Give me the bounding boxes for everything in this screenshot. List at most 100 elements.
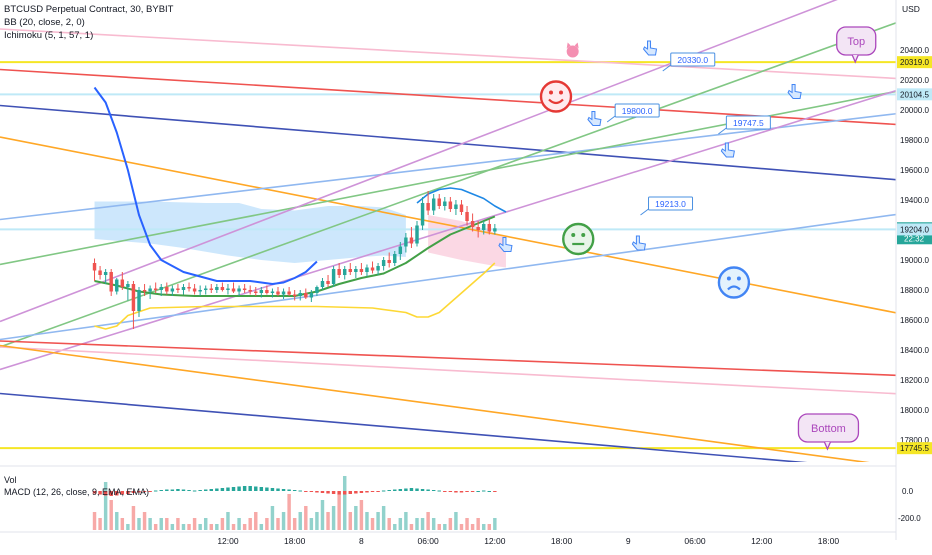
candle[interactable] — [493, 224, 497, 235]
candle[interactable] — [203, 285, 208, 295]
candle[interactable] — [259, 287, 264, 298]
candle[interactable] — [181, 284, 186, 295]
trend-line-13[interactable] — [0, 392, 932, 478]
candle[interactable] — [337, 263, 341, 278]
trend-line-1[interactable] — [0, 68, 932, 130]
candle[interactable] — [276, 287, 280, 296]
trend-line-6[interactable] — [0, 0, 932, 348]
pointing-hand-icon[interactable] — [587, 111, 602, 126]
candle[interactable] — [393, 251, 397, 266]
volume-label[interactable]: Vol — [4, 475, 17, 485]
ichimoku-conversion-line[interactable] — [93, 86, 318, 285]
ichimoku-indicator-label[interactable]: Ichimoku (5, 1, 57, 1) — [4, 30, 94, 41]
candle[interactable] — [120, 272, 125, 290]
price-badge[interactable]: 19204.0 — [897, 223, 932, 236]
candle[interactable] — [254, 287, 258, 296]
bb-upper-line[interactable] — [416, 187, 507, 213]
candle[interactable] — [348, 263, 353, 275]
candle[interactable] — [137, 287, 141, 317]
candle[interactable] — [309, 290, 314, 302]
candle[interactable] — [215, 284, 219, 293]
candle[interactable] — [109, 269, 113, 296]
candle[interactable] — [326, 275, 330, 287]
candle[interactable] — [437, 194, 441, 209]
candle[interactable] — [476, 221, 480, 238]
candle[interactable] — [415, 221, 419, 247]
candle[interactable] — [209, 284, 214, 293]
candle[interactable] — [92, 258, 97, 282]
candle[interactable] — [315, 285, 319, 297]
candle[interactable] — [287, 287, 291, 296]
candle[interactable] — [248, 285, 252, 295]
candle[interactable] — [198, 285, 202, 297]
price-badge[interactable]: 20319.0 — [897, 56, 932, 69]
trend-line-9[interactable] — [0, 203, 932, 341]
emoji-cat-icon[interactable] — [566, 42, 579, 58]
candle[interactable] — [454, 200, 458, 215]
candle[interactable] — [298, 290, 302, 301]
pointing-hand-icon[interactable] — [498, 237, 513, 252]
trend-line-12[interactable] — [0, 344, 932, 478]
candle[interactable] — [409, 227, 414, 248]
candle[interactable] — [398, 242, 403, 260]
candle[interactable] — [387, 252, 391, 268]
price-callout[interactable]: 20330.0 — [662, 52, 716, 72]
candle[interactable] — [242, 284, 247, 293]
candle[interactable] — [448, 197, 453, 212]
bb-indicator-label[interactable]: BB (20, close, 2, 0) — [4, 17, 85, 28]
candle[interactable] — [381, 257, 386, 271]
candle[interactable] — [226, 284, 230, 295]
candle[interactable] — [237, 285, 241, 297]
candle[interactable] — [170, 285, 175, 297]
candle[interactable] — [465, 206, 469, 226]
candle[interactable] — [342, 266, 347, 280]
candle[interactable] — [331, 266, 336, 287]
candle[interactable] — [420, 197, 425, 230]
bb-lower-line[interactable] — [94, 262, 496, 330]
candle[interactable] — [220, 282, 225, 292]
candle[interactable] — [165, 282, 169, 295]
candle[interactable] — [148, 285, 152, 300]
candle[interactable] — [470, 213, 475, 232]
candle[interactable] — [176, 284, 180, 293]
pointing-hand-icon[interactable] — [631, 235, 646, 251]
candle[interactable] — [376, 263, 380, 275]
candle[interactable] — [354, 266, 358, 278]
candle[interactable] — [281, 288, 286, 300]
emoji-sad-icon[interactable] — [717, 266, 751, 299]
pointing-hand-icon[interactable] — [787, 84, 802, 99]
candle[interactable] — [231, 282, 236, 294]
price-badge[interactable]: 17745.5 — [897, 442, 932, 455]
macd-label[interactable]: MACD (12, 26, close, 9, EMA, EMA) — [4, 487, 150, 497]
candle[interactable] — [126, 281, 130, 301]
price-callout[interactable]: 19800.0 — [606, 103, 660, 123]
candle[interactable] — [131, 281, 136, 329]
candle[interactable] — [304, 288, 308, 300]
candle[interactable] — [98, 266, 102, 280]
candle[interactable] — [459, 200, 464, 215]
price-badge[interactable]: 20104.5 — [897, 88, 932, 101]
speech-bubble-top[interactable]: Top — [836, 26, 877, 64]
candle[interactable] — [443, 197, 447, 211]
trend-line-2[interactable] — [0, 104, 932, 187]
candle[interactable] — [359, 263, 364, 275]
pointing-hand-icon[interactable] — [642, 40, 658, 56]
candle[interactable] — [320, 278, 325, 290]
trend-line-0[interactable] — [0, 28, 932, 83]
trend-line-8[interactable] — [0, 65, 932, 371]
candle[interactable] — [115, 278, 119, 295]
trend-line-10[interactable] — [0, 340, 932, 379]
pointing-hand-icon[interactable] — [720, 142, 735, 158]
price-callout[interactable]: 19213.0 — [640, 196, 694, 216]
candle[interactable] — [426, 191, 430, 215]
candle[interactable] — [192, 284, 197, 295]
candle[interactable] — [270, 288, 275, 298]
candle[interactable] — [159, 284, 163, 296]
candle[interactable] — [404, 233, 408, 253]
candle[interactable] — [265, 285, 269, 295]
candle[interactable] — [187, 282, 191, 292]
candle[interactable] — [481, 221, 486, 235]
candle[interactable] — [365, 264, 369, 277]
